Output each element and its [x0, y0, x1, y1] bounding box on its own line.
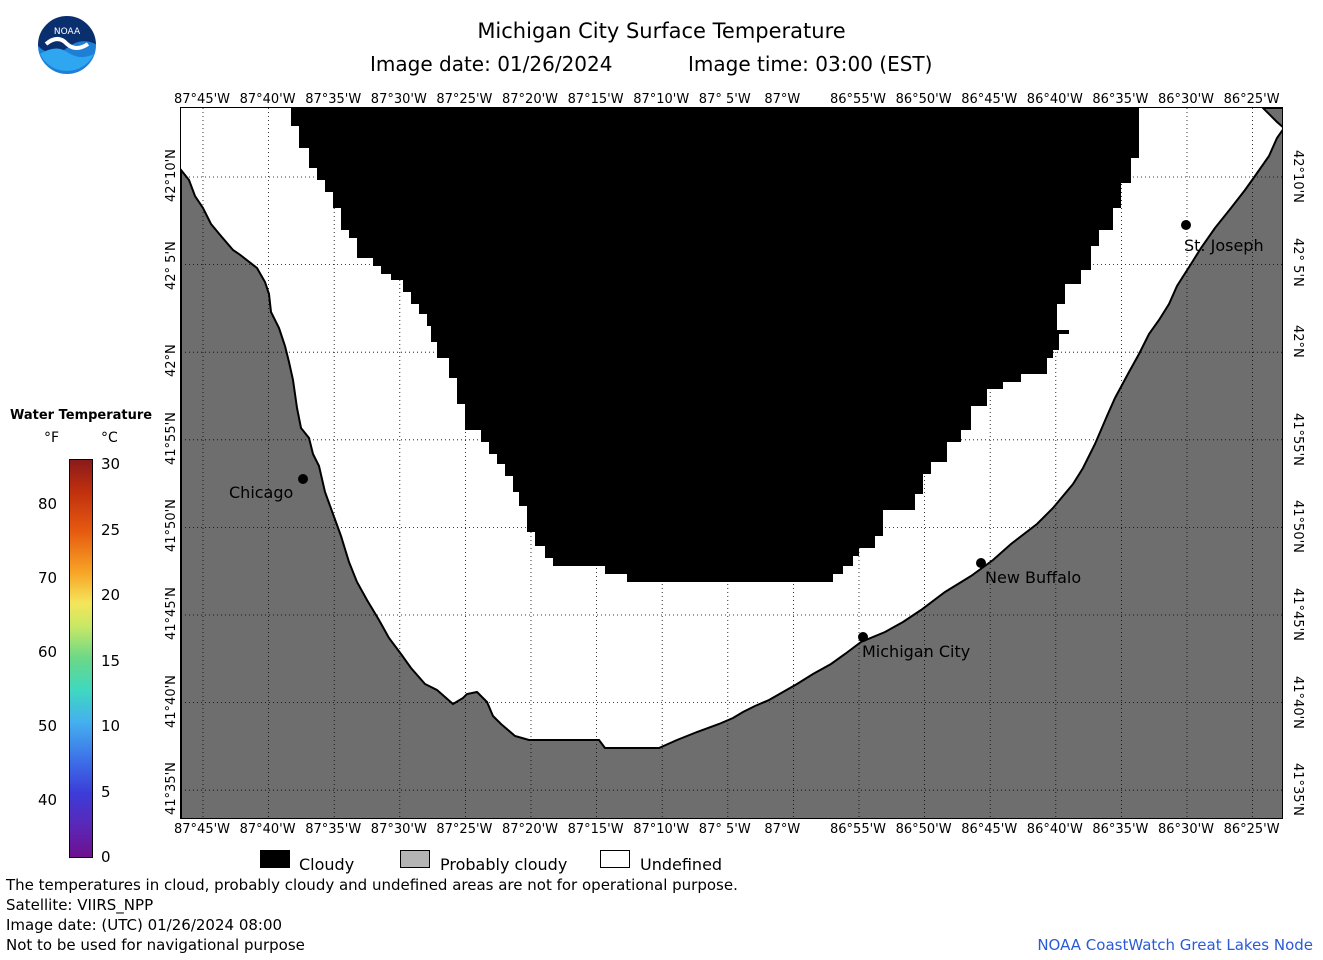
key-undefined-label: Undefined — [640, 855, 723, 874]
lon-label: 87°30'W — [370, 822, 427, 837]
lat-label: 42° 5'N — [164, 240, 179, 290]
lat-label: 41°50'N — [164, 499, 179, 553]
michigan-city-marker — [858, 632, 868, 642]
legend-f-label: 40 — [38, 791, 58, 809]
legend-f-label: 50 — [38, 717, 58, 735]
lat-label: 41°35'N — [164, 762, 179, 816]
new-buffalo-marker — [976, 558, 986, 568]
lat-label: 41°45'N — [1290, 588, 1305, 641]
city-label-new-buffalo: New Buffalo — [985, 568, 1082, 587]
noaa-logo: NOAA — [36, 14, 98, 76]
page-title: Michigan City Surface Temperature — [477, 19, 846, 43]
noaa-logo-text: NOAA — [54, 27, 81, 37]
lon-label: 87°25'W — [436, 822, 493, 837]
footer-credit: NOAA CoastWatch Great Lakes Node — [1037, 936, 1313, 954]
lon-label: 86°55'W — [830, 92, 887, 107]
legend-f-label: 80 — [38, 495, 58, 513]
lon-label: 87° 5'W — [698, 822, 751, 837]
lon-label: 87°35'W — [305, 92, 362, 107]
key-cloudy-label: Cloudy — [299, 855, 355, 874]
city-label-st-joseph: St. Joseph — [1184, 236, 1264, 255]
lon-label: 87°45'W — [174, 822, 231, 837]
legend-f-label: 60 — [38, 643, 58, 661]
lat-label: 42°10'N — [164, 149, 179, 202]
land-east — [1261, 108, 1282, 128]
lon-label: 86°50'W — [895, 92, 952, 107]
lon-label: 86°45'W — [961, 822, 1018, 837]
lon-label: 87°10'W — [633, 92, 690, 107]
lon-label: 86°50'W — [895, 822, 952, 837]
lon-label: 87°30'W — [370, 92, 427, 107]
footer-note: The temperatures in cloud, probably clou… — [6, 876, 738, 894]
lon-label: 87°35'W — [305, 822, 362, 837]
map-panel — [180, 107, 1283, 819]
grid-lines — [181, 108, 1282, 818]
lon-label: 86°30'W — [1158, 822, 1215, 837]
map-canvas — [181, 108, 1282, 818]
land-west-south — [181, 129, 1282, 818]
image-date: Image date: 01/26/2024 — [370, 52, 613, 76]
lat-label: 42°10'N — [1290, 150, 1305, 203]
temperature-color-bar — [69, 459, 93, 858]
legend-c-label: 15 — [101, 651, 121, 670]
footer-satellite: Satellite: VIIRS_NPP — [6, 896, 154, 914]
lon-label: 87°20'W — [502, 92, 559, 107]
lon-label: 86°40'W — [1026, 92, 1083, 107]
legend-unit-c: °C — [101, 430, 118, 446]
lon-label: 87°45'W — [174, 92, 231, 107]
legend-c-label: 5 — [101, 782, 111, 801]
lat-label: 41°35'N — [1290, 763, 1305, 817]
st-joseph-marker — [1181, 220, 1191, 230]
key-probably-cloudy-swatch — [400, 850, 430, 868]
lon-label: 87°40'W — [239, 92, 296, 107]
lat-label: 42°N — [1290, 325, 1305, 358]
city-label-chicago: Chicago — [229, 483, 294, 502]
lon-label: 87°W — [764, 92, 801, 107]
lon-label: 87°W — [764, 822, 801, 837]
city-label-michigan-city: Michigan City — [862, 642, 971, 661]
lon-label: 87°20'W — [502, 822, 559, 837]
lat-label: 41°45'N — [164, 587, 179, 640]
legend-unit-f: °F — [44, 430, 60, 446]
lat-label: 42°N — [164, 344, 179, 378]
lon-label: 86°35'W — [1092, 92, 1149, 107]
legend-title: Water Temperature — [10, 408, 153, 423]
lat-label: 41°55'N — [1290, 412, 1305, 466]
lon-label: 87° 5'W — [698, 92, 751, 107]
key-undefined-swatch — [600, 850, 630, 868]
lon-label: 86°40'W — [1026, 822, 1083, 837]
lon-label: 86°55'W — [830, 822, 887, 837]
lat-label: 41°40'N — [164, 674, 179, 728]
chicago-marker — [298, 474, 308, 484]
cloud-mass — [291, 108, 1139, 582]
lon-label: 86°25'W — [1223, 822, 1280, 837]
lon-label: 86°45'W — [961, 92, 1018, 107]
legend-c-label: 30 — [101, 455, 121, 473]
legend-c-label: 10 — [101, 717, 121, 735]
lon-label: 87°15'W — [567, 92, 624, 107]
lon-label: 87°10'W — [633, 822, 690, 837]
lat-label: 41°40'N — [1290, 675, 1305, 729]
image-time: Image time: 03:00 (EST) — [688, 52, 933, 76]
key-probably-cloudy-label: Probably cloudy — [440, 855, 568, 874]
key-cloudy-swatch — [260, 850, 290, 868]
lat-label: 42° 5'N — [1290, 237, 1305, 287]
lon-label: 86°35'W — [1092, 822, 1149, 837]
footer-utc-date: Image date: (UTC) 01/26/2024 08:00 — [6, 916, 283, 934]
legend-f-label: 70 — [38, 569, 58, 587]
lat-label: 41°55'N — [164, 411, 179, 465]
lon-label: 87°25'W — [436, 92, 493, 107]
lat-label: 41°50'N — [1290, 500, 1305, 554]
footer-nav-warning: Not to be used for navigational purpose — [6, 936, 305, 954]
lon-label: 87°15'W — [567, 822, 624, 837]
legend-c-label: 25 — [101, 520, 121, 539]
lon-label: 86°25'W — [1223, 92, 1280, 107]
lon-label: 87°40'W — [239, 822, 296, 837]
legend-c-label: 0 — [101, 848, 111, 866]
lon-label: 86°30'W — [1158, 92, 1215, 107]
legend-c-label: 20 — [101, 586, 121, 604]
